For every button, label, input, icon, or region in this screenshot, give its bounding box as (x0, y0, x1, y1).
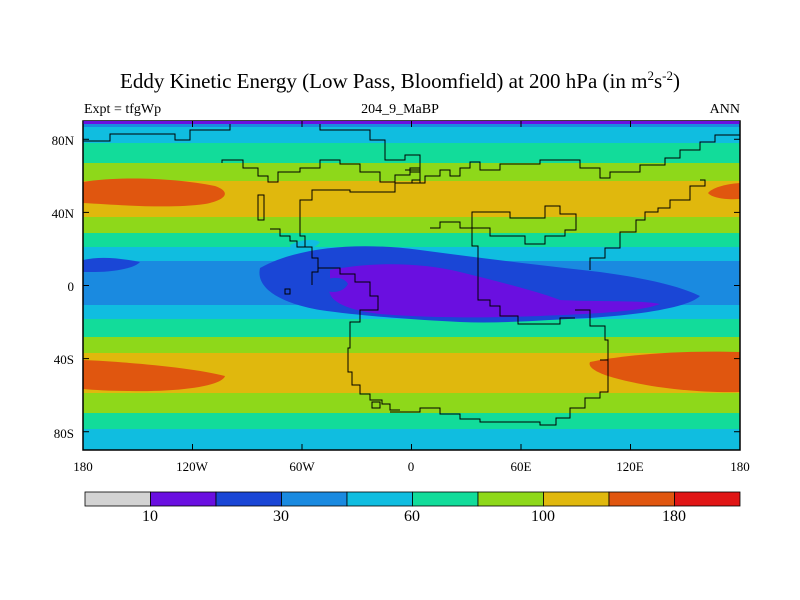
y-label-equator: 0 (67, 279, 75, 294)
title-superscript-2: 2 (647, 68, 654, 83)
y-label-40s: 40S (53, 352, 74, 367)
x-label-60e: 60E (510, 459, 532, 474)
band-south-mid (83, 393, 740, 413)
y-label-80n: 80N (51, 133, 74, 148)
band-south-subtropic (83, 319, 740, 337)
colorbar-swatch-0 (84, 491, 151, 507)
season-label: ANN (709, 102, 740, 117)
band-south-subpolar (83, 413, 740, 429)
colorbar-swatch-9 (674, 491, 741, 507)
colorbar-swatch-5 (412, 491, 479, 507)
colorbar-swatch-7 (543, 491, 610, 507)
colorbar-label-60: 60 (404, 508, 420, 525)
title-text: Eddy Kinetic Energy (Low Pass, Bloomfiel… (120, 69, 648, 93)
x-label-120w: 120W (176, 459, 208, 474)
band-south-jet-edge (83, 337, 740, 353)
colorbar-swatch-8 (608, 491, 675, 507)
coastline-africa (430, 221, 575, 325)
coastline-south-georgia (371, 401, 381, 409)
south-jet-core-east (589, 351, 740, 393)
north-jet-core-west (83, 178, 225, 207)
coastline-greenland-arctic (83, 121, 421, 171)
experiment-label: Expt = tfgWp (84, 102, 162, 117)
coastline-himalaya-block (471, 205, 577, 245)
coastline-caribbean (284, 288, 291, 295)
coastline-south-america (318, 267, 400, 411)
coastline-island-west (257, 194, 265, 221)
band-north-high (83, 127, 740, 143)
title-close-paren: ) (672, 69, 680, 93)
band-north-subpolar (83, 143, 740, 163)
x-label-180e: 180 (730, 459, 750, 474)
colorbar-swatch-4 (346, 491, 413, 507)
coastline-eurasia (405, 134, 740, 184)
colorbar-label-10: 10 (142, 508, 158, 525)
coastline-central-america (305, 246, 319, 285)
y-label-80s: 80S (53, 426, 74, 441)
equatorial-low-west (83, 257, 140, 272)
band-north-subtropic (83, 233, 740, 247)
coastline-antarctica (390, 359, 609, 426)
x-label-60w: 60W (289, 459, 315, 474)
equatorial-minimum-core (329, 264, 660, 318)
plot-title: Eddy Kinetic Energy (Low Pass, Bloomfiel… (0, 68, 800, 94)
colorbar-swatch-6 (477, 491, 544, 507)
x-label-0: 0 (407, 459, 415, 474)
colorbar-swatch-1 (150, 491, 217, 507)
north-jet-core-east (708, 183, 740, 200)
colorbar-label-180: 180 (662, 508, 686, 525)
run-label: 204_9_MaBP (361, 102, 439, 117)
x-label-180w: 180 (73, 459, 93, 474)
equatorial-low-patch (325, 277, 348, 292)
coastline-australia (575, 309, 609, 362)
colorbar-label-30: 30 (273, 508, 289, 525)
axis-ticks (82, 121, 741, 450)
x-label-120e: 120E (616, 459, 644, 474)
colorbar (84, 491, 741, 507)
coastline-asia-pacific (589, 179, 706, 270)
colorbar-label-100: 100 (531, 508, 555, 525)
south-jet-core-west (83, 360, 225, 392)
title-superscript-neg2: -2 (662, 68, 673, 83)
colorbar-swatch-3 (281, 491, 348, 507)
colorbar-swatch-2 (215, 491, 282, 507)
y-label-40n: 40N (51, 206, 74, 221)
band-north-jet-edge (83, 217, 740, 233)
band-south-pole (83, 429, 740, 450)
coastlines (83, 121, 740, 426)
title-unit-s: s (653, 69, 663, 93)
